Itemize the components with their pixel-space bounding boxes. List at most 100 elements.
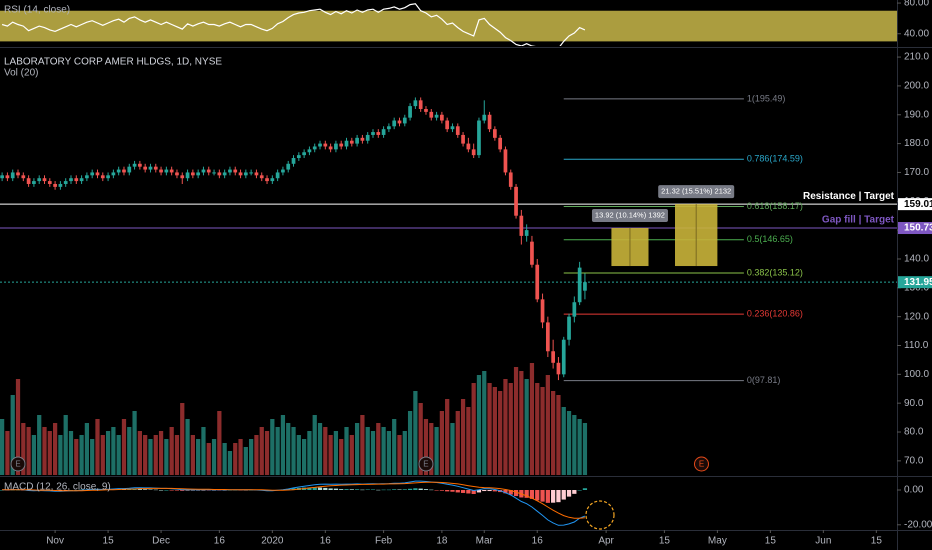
volume-bar xyxy=(153,435,158,475)
candle-body xyxy=(567,316,571,340)
candle-body xyxy=(212,172,216,174)
candle-body xyxy=(349,140,354,144)
earnings-marker xyxy=(693,456,709,472)
candle-body xyxy=(312,146,317,150)
volume-bar xyxy=(540,387,545,475)
macd-histogram-bar xyxy=(423,489,429,490)
volume-bar xyxy=(466,407,471,475)
macd-histogram-bar xyxy=(201,490,206,491)
macd-histogram-bar xyxy=(312,487,317,490)
candle-body xyxy=(74,178,79,182)
candle-body xyxy=(487,114,492,130)
volume-bar xyxy=(68,431,74,475)
volume-bar xyxy=(551,391,556,475)
candle-body xyxy=(583,282,587,291)
volume-bar xyxy=(264,431,270,475)
x-tick-label: May xyxy=(708,536,727,547)
earnings-marker xyxy=(10,456,26,472)
candle-body xyxy=(164,169,169,173)
volume-bar xyxy=(397,435,402,475)
candle-body xyxy=(387,126,391,130)
candle-body xyxy=(90,172,95,176)
volume-bar xyxy=(545,375,550,475)
macd-histogram-bar xyxy=(492,490,497,492)
candle-body xyxy=(556,362,561,375)
candle-body xyxy=(175,172,179,176)
volume-bar xyxy=(174,435,180,475)
candle-body xyxy=(69,178,73,182)
x-tick-label: 2020 xyxy=(261,536,284,547)
x-tick-label: Apr xyxy=(598,536,614,547)
candle-body xyxy=(122,169,126,173)
candle-body xyxy=(498,137,503,150)
macd-histogram-bar xyxy=(344,489,349,490)
rsi-band xyxy=(0,10,897,42)
macd-histogram-bar xyxy=(460,490,466,493)
macd-histogram-bar xyxy=(535,490,540,501)
candle-body xyxy=(217,172,222,176)
price-label: 131.95 xyxy=(904,277,932,288)
volume-bar xyxy=(370,431,376,475)
candle-body xyxy=(148,166,153,170)
y-tick-label: 200.0 xyxy=(904,81,929,92)
volume-bar xyxy=(492,387,497,475)
candle-body xyxy=(514,186,518,216)
volume-bar xyxy=(79,435,84,475)
candle-body xyxy=(540,299,545,323)
candle-body xyxy=(535,264,540,300)
volume-bar xyxy=(577,419,582,475)
candle-body xyxy=(100,175,105,179)
candle-body xyxy=(450,126,455,130)
candle-body xyxy=(138,163,142,167)
volume-bar xyxy=(423,419,429,475)
x-tick-label: 15 xyxy=(765,536,777,547)
macd-histogram-bar xyxy=(482,490,487,492)
macd-histogram-bar xyxy=(572,490,577,494)
macd-histogram-bar xyxy=(545,490,550,503)
volume-bar xyxy=(137,431,142,475)
volume-bar xyxy=(344,427,349,475)
volume-bar xyxy=(524,379,529,475)
volume-bar xyxy=(455,411,460,475)
rsi-pane xyxy=(0,3,897,46)
candle-body xyxy=(397,120,402,124)
candle-body xyxy=(26,178,31,184)
macd-histogram-bar xyxy=(164,490,169,491)
candle-body xyxy=(111,172,116,176)
macd-histogram-bar xyxy=(349,489,354,490)
volume-bar xyxy=(127,427,132,475)
volume-bar xyxy=(418,403,423,475)
volume-bar xyxy=(307,431,312,475)
candle-body xyxy=(434,114,439,118)
candle-body xyxy=(530,241,534,265)
candle-body xyxy=(344,140,349,147)
volume-bar xyxy=(487,383,492,475)
macd-histogram-bar xyxy=(328,488,333,490)
candle-body xyxy=(413,100,418,107)
candle-body xyxy=(169,169,174,173)
candle-body xyxy=(572,302,577,317)
volume-bar xyxy=(185,419,190,475)
rsi-legend: RSI (14, close) xyxy=(4,5,70,16)
macd-pane xyxy=(0,480,588,526)
candle-body xyxy=(58,183,63,187)
volume-bar xyxy=(233,443,238,475)
volume-bar xyxy=(164,439,169,475)
volume-bar xyxy=(476,375,482,475)
price-legend: LABORATORY CORP AMER HLDGS, 1D, NYSE xyxy=(4,57,222,68)
macd-histogram-bar xyxy=(360,489,365,491)
candle-body xyxy=(365,134,370,141)
macd-histogram-bar xyxy=(582,488,588,490)
candle-body xyxy=(503,149,508,173)
candle-body xyxy=(418,100,423,109)
macd-histogram-bar xyxy=(418,488,423,490)
x-tick-label: Nov xyxy=(46,536,64,547)
candle-body xyxy=(32,181,36,184)
macd-histogram-bar xyxy=(407,488,413,490)
volume-bar xyxy=(561,407,566,475)
macd-histogram-bar xyxy=(0,490,5,491)
candle-body xyxy=(10,172,15,179)
fib-label: 0.786(174.59) xyxy=(747,154,803,164)
volume-bar xyxy=(535,383,540,475)
